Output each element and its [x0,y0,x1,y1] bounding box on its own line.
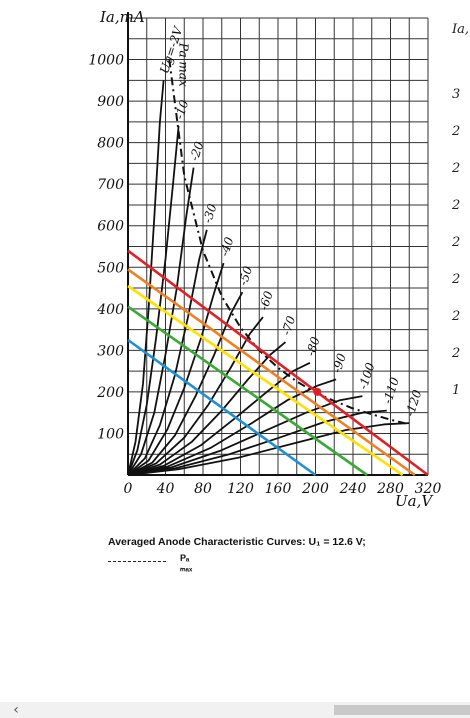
x-tick-label: 0 [124,481,133,497]
load-line [127,338,317,477]
pa-max-legend-line [108,561,166,562]
characteristic-curve [127,395,363,476]
x-tick-label: 200 [301,481,329,497]
cut-off-label: 2 [452,272,461,287]
pa-max-curve [168,59,410,426]
x-tick-label: 80 [194,481,212,497]
x-tick-label: 120 [227,481,254,497]
series-label: -60 [257,289,276,312]
y-tick-label: 300 [97,343,124,359]
y-tick-label: 400 [96,302,124,318]
pa-max-label: Pa max [176,42,190,87]
series-label: -110 [380,375,402,405]
characteristic-curve [127,80,165,476]
horizontal-scrollbar[interactable]: ‹ [0,702,470,718]
load-line [127,305,368,477]
characteristic-curve [127,409,387,476]
y-tick-label: 700 [97,177,124,193]
series-label: -20 [187,139,206,162]
x-tick-label: 280 [376,481,404,497]
characteristic-curve [127,422,410,476]
y-tick-label: 900 [97,94,124,110]
series-label: -40 [217,235,236,258]
series-label: -80 [303,335,322,358]
scrollbar-thumb[interactable] [334,705,470,715]
cut-off-label: 2 [452,124,461,139]
load-line [127,249,429,477]
cut-off-label: 3 [452,87,461,102]
characteristic-curve [127,316,264,476]
characteristic-curve [127,378,337,476]
series-label: -100 [356,361,378,391]
cut-off-label: 2 [452,198,461,213]
y-axis-label: Ia,mA [100,8,145,26]
x-tick-label: 40 [156,481,175,497]
operating-point [313,387,322,396]
series-label: -50 [236,264,255,287]
characteristic-curve [127,125,180,476]
series-label: -70 [279,314,298,337]
cut-off-label: 2 [452,235,461,250]
pa-max-legend-text: Pₐ ₘₐₓ [180,553,193,573]
anode-characteristic-chart: 0 40 80 120 160 200 240 280 320 100 200 300 400 500 60… [88,12,442,497]
y-tick-label: 600 [97,219,124,235]
characteristic-curve [127,341,287,476]
scroll-left-arrow-icon[interactable]: ‹ [13,702,19,718]
series-label: -30 [200,202,219,225]
cut-off-label: 1 [452,383,461,398]
x-tick-label: 320 [415,481,442,497]
y-tick-label: 200 [96,385,124,401]
load-line [127,268,416,477]
y-tick-label: 500 [97,260,124,276]
x-axis-label: Ua,V [395,492,433,510]
characteristic-curve [127,291,244,476]
x-tick-label: 240 [339,481,367,497]
series-label: -90 [330,351,349,374]
load-line [127,284,404,477]
cut-off-label: 2 [452,161,461,176]
y-tick-label: 800 [97,136,124,152]
x-tick-label: 160 [265,481,292,497]
chart-caption: Averaged Anode Characteristic Curves: U₁… [108,536,366,548]
characteristic-curve [127,167,195,476]
y-tick-label: 1000 [88,53,124,69]
cut-off-label: 2 [452,346,461,361]
y-tick-label: 100 [97,426,124,442]
characteristic-curve [127,262,225,476]
cut-off-label: 2 [452,309,461,324]
cut-off-label: Ia, [452,22,470,37]
